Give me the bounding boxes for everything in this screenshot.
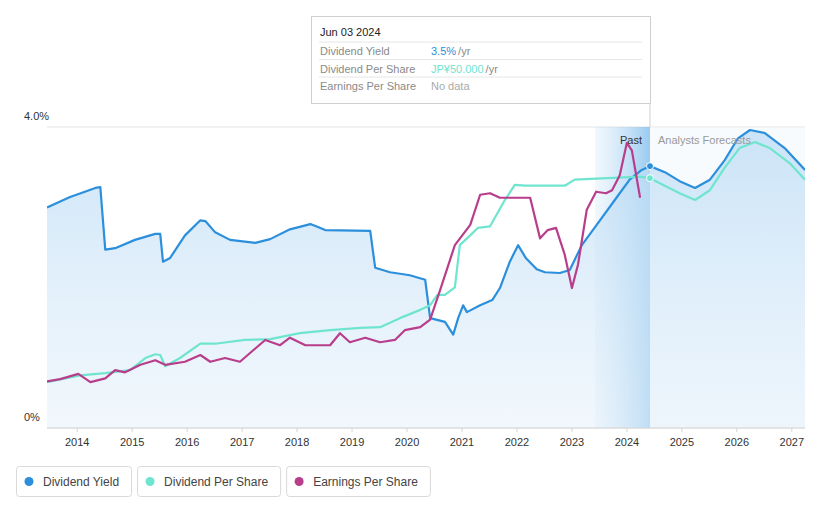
grid-line	[47, 428, 805, 429]
forecast-label: Analysts Forecasts	[658, 134, 751, 146]
y-tick-label: 4.0%	[24, 110, 49, 122]
x-tick-label: 2023	[560, 436, 584, 448]
x-tick-label: 2021	[450, 436, 474, 448]
x-tick-label: 2015	[120, 436, 144, 448]
x-tick	[626, 428, 627, 432]
chart: 0% 4.0% 2014 2015 2016 2017 2018 2019 2020 2021 20…	[0, 0, 821, 508]
point	[646, 175, 653, 182]
x-tick-label: 2024	[615, 436, 639, 448]
x-tick	[187, 428, 188, 432]
x-tick	[132, 428, 133, 432]
legend: Dividend Yield Dividend Per Share Earnings…	[17, 467, 431, 497]
x-tick	[516, 428, 517, 432]
x-tick	[736, 428, 737, 432]
x-axis-line	[47, 428, 805, 429]
tooltip-line	[649, 103, 650, 127]
legend-swatch	[25, 477, 34, 486]
series-line	[47, 142, 805, 382]
tooltip-unit: /yr	[458, 45, 471, 57]
series-group	[47, 130, 805, 428]
x-tick-label: 2016	[175, 436, 199, 448]
legend-item[interactable]: Dividend Per Share	[138, 467, 281, 497]
tooltip-title: Jun 03 2024	[320, 26, 381, 38]
tooltip-label: Earnings Per Share	[320, 80, 416, 92]
x-tick	[297, 428, 298, 432]
x-tick-label: 2025	[670, 436, 694, 448]
legend-label: Dividend Per Share	[164, 475, 268, 489]
x-tick-label: 2020	[395, 436, 419, 448]
legend-item[interactable]: Dividend Yield	[17, 467, 132, 497]
series-line	[47, 143, 640, 382]
series-line	[47, 130, 805, 335]
tooltip-value: No data	[431, 80, 470, 92]
tooltip-sep	[319, 42, 642, 43]
x-tick-label: 2022	[505, 436, 529, 448]
x-tick	[242, 428, 243, 432]
x-tick-label: 2026	[725, 436, 749, 448]
tooltip-box	[312, 17, 651, 104]
x-tick	[571, 428, 572, 432]
x-tick-label: 2019	[340, 436, 364, 448]
y-tick-label: 0%	[24, 411, 40, 423]
legend-swatch	[295, 477, 304, 486]
legend-item[interactable]: Earnings Per Share	[287, 467, 431, 497]
tooltip-value: JP¥50.000	[431, 63, 484, 75]
legend-box[interactable]	[287, 467, 431, 497]
tooltip-sep	[319, 77, 642, 78]
x-tick	[407, 428, 408, 432]
x-tick	[462, 428, 463, 432]
legend-label: Dividend Yield	[43, 475, 119, 489]
past-label: Past	[620, 134, 642, 146]
point	[646, 163, 653, 170]
legend-box[interactable]	[138, 467, 281, 497]
tooltip-value: 3.5%	[431, 45, 456, 57]
legend-swatch	[146, 477, 155, 486]
x-tick-label: 2014	[65, 436, 89, 448]
x-tick-label: 2027	[780, 436, 804, 448]
legend-box[interactable]	[17, 467, 132, 497]
x-tick-label: 2018	[285, 436, 309, 448]
x-tick-label: 2017	[230, 436, 254, 448]
tooltip-label: Dividend Per Share	[320, 63, 415, 75]
tooltip-label: Dividend Yield	[320, 45, 390, 57]
x-tick	[77, 428, 78, 432]
legend-label: Earnings Per Share	[313, 475, 418, 489]
x-tick	[791, 428, 792, 432]
tooltip-sep	[319, 59, 642, 60]
x-tick	[681, 428, 682, 432]
tooltip-unit: /yr	[486, 63, 499, 75]
area	[47, 130, 805, 428]
x-tick	[352, 428, 353, 432]
